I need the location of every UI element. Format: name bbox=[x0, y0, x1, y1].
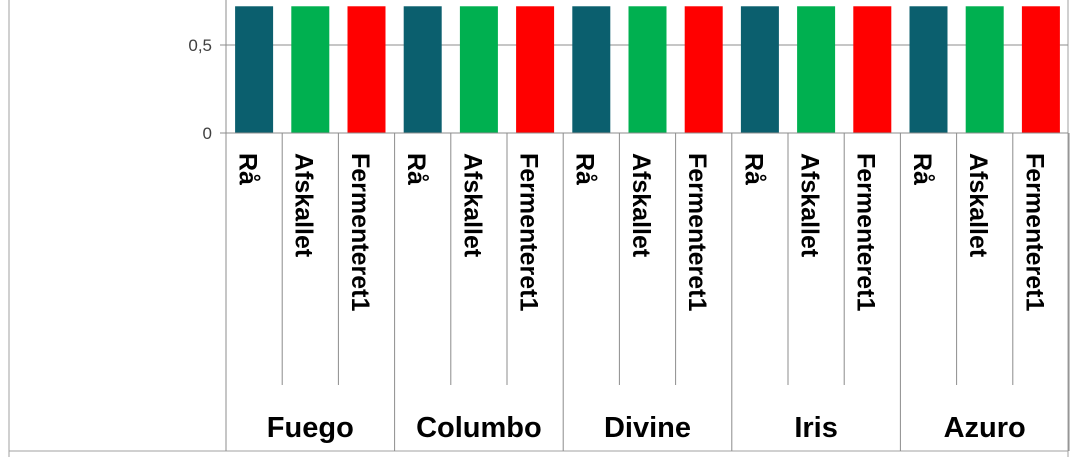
bar-label: Fermenteret1 bbox=[1020, 153, 1048, 311]
bar-iris-2 bbox=[797, 6, 836, 134]
bar-divine-2 bbox=[628, 6, 667, 134]
group-label: Fuego bbox=[267, 412, 354, 444]
bar-columbo-2 bbox=[459, 6, 498, 134]
bar-label: Afskallet bbox=[627, 153, 655, 258]
bar-label: Afskallet bbox=[795, 153, 823, 258]
bar-columbo-1 bbox=[403, 6, 442, 134]
bar-label: Fermenteret1 bbox=[852, 153, 880, 311]
bar-label: Fermenteret1 bbox=[683, 153, 711, 311]
bar-label: Rå bbox=[739, 153, 767, 185]
bar-label: Rå bbox=[908, 153, 936, 185]
bars bbox=[235, 6, 1060, 134]
bar-label: Rå bbox=[571, 153, 599, 185]
y-tick-label: 0 bbox=[203, 124, 212, 143]
bar-label: Fermenteret1 bbox=[346, 153, 374, 311]
group-label: Divine bbox=[604, 412, 691, 444]
bar-label: Afskallet bbox=[458, 153, 486, 258]
bar-label: Rå bbox=[402, 153, 430, 185]
axes: 00,5 bbox=[188, 0, 1070, 451]
bar-iris-3 bbox=[853, 6, 892, 134]
bar-fuego-1 bbox=[235, 6, 274, 134]
bar-divine-3 bbox=[684, 6, 723, 134]
bar-label: Afskallet bbox=[290, 153, 318, 258]
bar-azuro-2 bbox=[965, 6, 1004, 134]
bar-fuego-2 bbox=[291, 6, 330, 134]
bar-label: Afskallet bbox=[964, 153, 992, 258]
bar-azuro-1 bbox=[909, 6, 948, 134]
group-label: Columbo bbox=[416, 412, 542, 444]
bar-iris-1 bbox=[740, 6, 779, 134]
group-label: Azuro bbox=[944, 412, 1026, 444]
bar-label: Rå bbox=[233, 153, 261, 185]
bar-fuego-3 bbox=[347, 6, 386, 134]
bar-divine-1 bbox=[572, 6, 611, 134]
category-labels: Rå Afskallet Fermenteret1 Fuego Rå Afskallet F… bbox=[233, 153, 1048, 444]
y-tick-label: 0,5 bbox=[188, 36, 212, 55]
bar-columbo-3 bbox=[516, 6, 555, 134]
bar-azuro-3 bbox=[1021, 6, 1060, 134]
group-label: Iris bbox=[794, 412, 838, 444]
bar-label: Fermenteret1 bbox=[514, 153, 542, 311]
